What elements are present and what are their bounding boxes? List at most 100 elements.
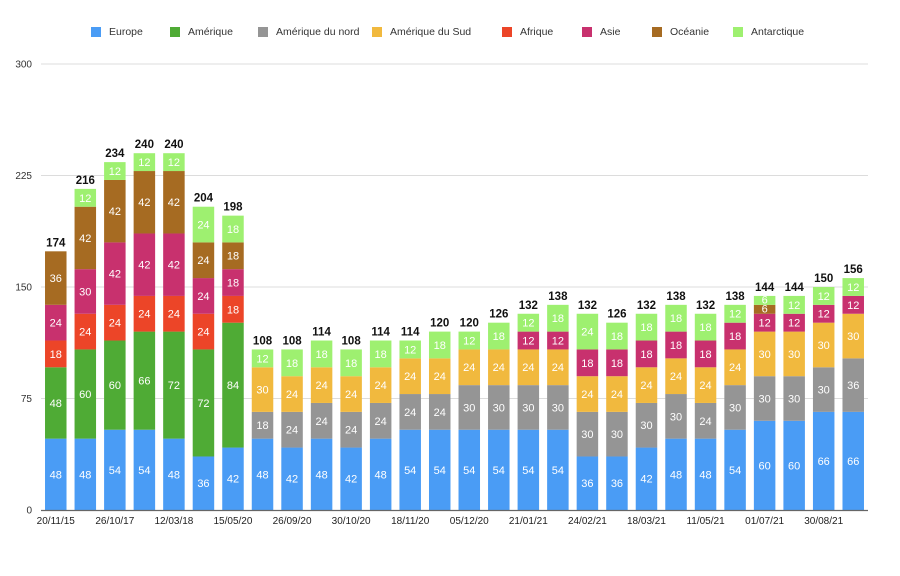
- bar-segment: [488, 385, 510, 430]
- bar-total-label: 240: [135, 139, 154, 151]
- legend-swatch: [733, 27, 743, 37]
- bar-segment: [163, 153, 185, 172]
- segment-value-label: 18: [315, 349, 327, 361]
- bar-segment: [665, 331, 687, 359]
- segment-value-label: 18: [256, 420, 268, 432]
- bar-segment: [517, 385, 540, 430]
- segment-value-label: 12: [818, 291, 830, 303]
- bar-segment: [517, 331, 540, 350]
- x-tick-label: 05/12/20: [450, 516, 489, 527]
- segment-value-label: 30: [552, 402, 564, 414]
- segment-value-label: 42: [109, 269, 121, 281]
- bar-total-label: 204: [194, 193, 214, 205]
- segment-value-label: 24: [50, 318, 62, 330]
- segment-value-label: 18: [493, 331, 505, 343]
- bar-segment: [842, 411, 864, 510]
- segment-value-label: 24: [522, 362, 534, 374]
- bar-segment: [665, 394, 687, 439]
- bar-total-label: 132: [696, 300, 715, 312]
- bar-segment: [310, 340, 333, 368]
- x-tick-label: 12/03/18: [154, 516, 193, 527]
- legend-swatch: [258, 27, 268, 37]
- bar-segment: [547, 429, 569, 510]
- bar-segment: [842, 295, 864, 314]
- segment-value-label: 30: [788, 349, 800, 361]
- segment-value-label: 30: [788, 393, 800, 405]
- segment-value-label: 12: [847, 282, 859, 294]
- bar-segment: [665, 304, 687, 332]
- segment-value-label: 54: [522, 465, 534, 477]
- legend-label: Océanie: [670, 26, 710, 38]
- bar-segment: [488, 429, 510, 510]
- bar-segment: [45, 438, 67, 510]
- bar-total-label: 156: [844, 264, 863, 276]
- segment-value-label: 60: [109, 380, 121, 392]
- segment-value-label: 48: [315, 469, 327, 481]
- bar-segment: [133, 429, 156, 510]
- x-tick-label: 01/07/21: [745, 516, 784, 527]
- segment-value-label: 54: [434, 465, 446, 477]
- bar-total-label: 126: [489, 309, 508, 321]
- x-tick-label: 20/11/15: [37, 516, 76, 527]
- segment-value-label: 30: [611, 429, 623, 441]
- bar-segment: [281, 447, 303, 510]
- bar-segment: [488, 322, 510, 350]
- bar-segment: [45, 367, 67, 439]
- segment-value-label: 42: [168, 197, 180, 209]
- bar-segment: [428, 331, 451, 359]
- bar-segment: [842, 313, 864, 359]
- segment-value-label: 18: [670, 340, 682, 352]
- x-tick-label: 11/05/21: [686, 516, 725, 527]
- segment-value-label: 54: [552, 465, 564, 477]
- bar-segment: [74, 206, 97, 270]
- segment-value-label: 18: [640, 349, 652, 361]
- bar-segment: [192, 278, 215, 314]
- legend-label: Europe: [109, 26, 143, 38]
- bar-segment: [163, 171, 185, 234]
- legend-item: Antarctique: [733, 26, 804, 38]
- segment-value-label: 30: [522, 402, 534, 414]
- segment-value-label: 84: [227, 380, 239, 392]
- segment-value-label: 60: [759, 460, 771, 472]
- bar-segment: [133, 331, 156, 430]
- bar-segment: [251, 349, 274, 368]
- bar-segment: [281, 349, 303, 377]
- segment-value-label: 24: [581, 327, 593, 339]
- bar-segment: [635, 340, 658, 368]
- bar-total-label: 132: [637, 300, 656, 312]
- bar-total-label: 144: [785, 282, 805, 294]
- bar-segment: [340, 376, 362, 412]
- bar-total-label: 240: [164, 139, 183, 151]
- bar-total-label: 108: [282, 335, 302, 347]
- x-tick-label: 15/05/20: [214, 516, 253, 527]
- bar-total-label: 132: [519, 300, 538, 312]
- bar-segment: [783, 295, 805, 314]
- bar-segment: [428, 429, 451, 510]
- segment-value-label: 12: [168, 157, 180, 169]
- x-tick-label: 24/02/21: [568, 516, 607, 527]
- segment-value-label: 18: [699, 322, 711, 334]
- y-tick-label: 75: [21, 394, 33, 405]
- segment-value-label: 48: [79, 469, 91, 481]
- segment-value-label: 24: [197, 255, 209, 267]
- segment-value-label: 60: [788, 460, 800, 472]
- bar-segment: [133, 233, 156, 296]
- x-tick-label: 21/01/21: [509, 516, 548, 527]
- x-tick-label: 26/10/17: [95, 516, 134, 527]
- segment-value-label: 24: [699, 380, 711, 392]
- bar-total-label: 108: [253, 335, 273, 347]
- bar-segment: [753, 331, 776, 377]
- bar-segment: [74, 438, 97, 510]
- segment-value-label: 12: [552, 335, 564, 347]
- bar-segment: [812, 287, 835, 305]
- segment-value-label: 18: [375, 349, 387, 361]
- bar-segment: [694, 438, 717, 510]
- bar-segment: [576, 456, 599, 510]
- bar-segment: [694, 367, 717, 403]
- segment-value-label: 18: [50, 349, 62, 361]
- segment-value-label: 30: [759, 349, 771, 361]
- segment-value-label: 6: [762, 304, 768, 316]
- x-tick-label: 18/11/20: [391, 516, 430, 527]
- segment-value-label: 72: [168, 380, 180, 392]
- x-tick-label: 18/03/21: [627, 516, 666, 527]
